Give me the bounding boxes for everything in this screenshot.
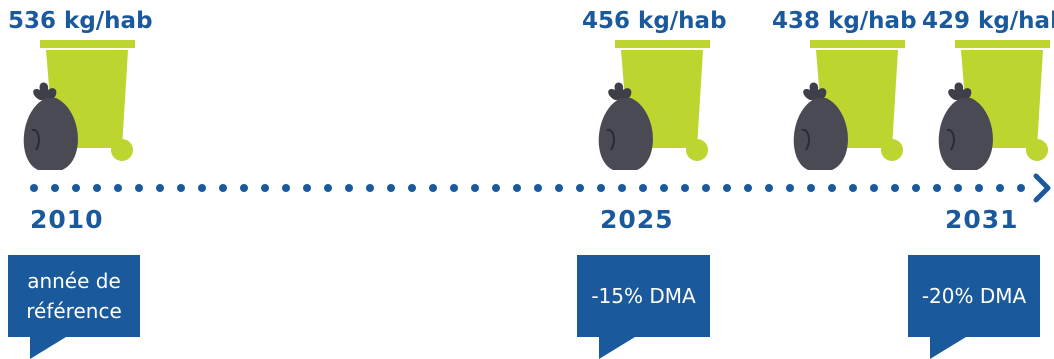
callout-2031: -20% DMA [908,255,1040,359]
timeline-dot [786,184,794,192]
timeline-dot [576,184,584,192]
amount-label-2031: 429 kg/hab [922,8,1054,34]
timeline-dot [261,184,269,192]
timeline-dot [618,184,626,192]
timeline-dot [51,184,59,192]
year-2031: 2031 [945,205,1019,234]
timeline-dot [408,184,416,192]
callout-2025: -15% DMA [577,255,710,359]
timeline-dot [114,184,122,192]
timeline-dot [681,184,689,192]
timeline-dot [534,184,542,192]
timeline-dot [30,184,38,192]
timeline-dot [135,184,143,192]
timeline-dot [975,184,983,192]
timeline-dot [954,184,962,192]
callout-2010-tail [30,337,66,359]
timeline-dot [450,184,458,192]
callout-2025-tail [599,337,635,359]
timeline-dot [933,184,941,192]
callout-2010-text: année de référence [8,255,140,337]
timeline-dots [30,184,1025,192]
trash-bag-icon [938,82,993,170]
amount-label-2010: 536 kg/hab [8,8,153,34]
trash-bag-icon [23,82,78,170]
timeline-dot [303,184,311,192]
timeline-dot [828,184,836,192]
trash-bag-icon [793,82,848,170]
timeline-dot [723,184,731,192]
timeline-dot [429,184,437,192]
callout-2031-tail [930,337,966,359]
timeline-dot [744,184,752,192]
timeline [30,173,1051,203]
timeline-dot [996,184,1004,192]
timeline-dot [492,184,500,192]
chevron-right-icon [1033,173,1051,203]
timeline-dot [912,184,920,192]
timeline-dot [366,184,374,192]
year-2010: 2010 [30,205,104,234]
year-2025: 2025 [600,205,674,234]
timeline-dot [1017,184,1025,192]
timeline-dot [807,184,815,192]
bin-intermediate [793,40,905,170]
timeline-dot [660,184,668,192]
timeline-dot [324,184,332,192]
trash-bag-icon [598,82,653,170]
timeline-dot [240,184,248,192]
timeline-dot [870,184,878,192]
amount-label-intermediate: 438 kg/hab [772,8,917,34]
bin-2010 [23,40,135,170]
timeline-dot [849,184,857,192]
amount-label-2025: 456 kg/hab [582,8,727,34]
timeline-dot [345,184,353,192]
timeline-dot [219,184,227,192]
timeline-dot [177,184,185,192]
bin-2031 [938,40,1050,170]
timeline-dot [387,184,395,192]
timeline-dot [765,184,773,192]
timeline-dot [891,184,899,192]
callout-2010: année de référence [8,255,140,359]
timeline-dot [555,184,563,192]
timeline-dot [639,184,647,192]
timeline-dot [198,184,206,192]
bin-2025 [598,40,710,170]
timeline-dot [93,184,101,192]
timeline-dot [282,184,290,192]
timeline-dot [513,184,521,192]
timeline-dot [702,184,710,192]
timeline-dot [72,184,80,192]
timeline-dot [597,184,605,192]
timeline-dot [156,184,164,192]
callout-2025-text: -15% DMA [577,255,710,337]
callout-2031-text: -20% DMA [908,255,1040,337]
timeline-dot [471,184,479,192]
